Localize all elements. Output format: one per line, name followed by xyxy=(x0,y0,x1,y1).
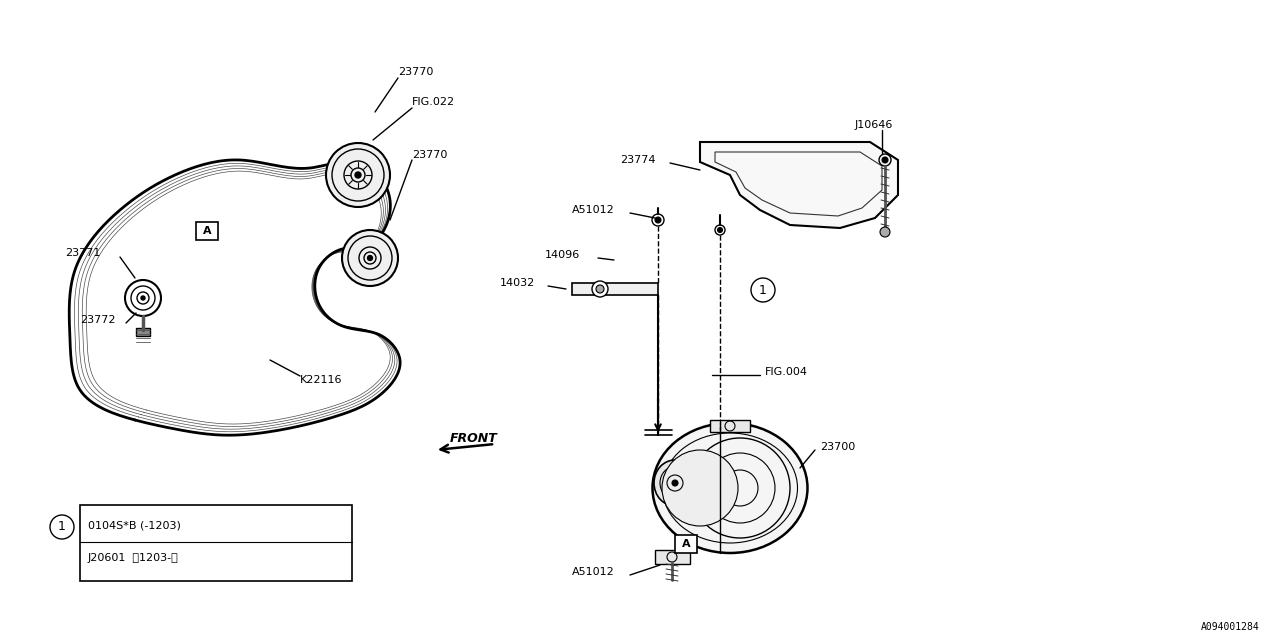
Text: FIG.022: FIG.022 xyxy=(412,97,456,107)
Bar xyxy=(81,505,352,581)
Text: 23774: 23774 xyxy=(620,155,655,165)
Text: A094001284: A094001284 xyxy=(1201,622,1260,632)
Circle shape xyxy=(718,227,722,232)
Text: 14096: 14096 xyxy=(545,250,580,260)
Circle shape xyxy=(881,227,890,237)
Text: 23700: 23700 xyxy=(820,442,855,452)
Text: J10646: J10646 xyxy=(855,120,893,130)
Text: A51012: A51012 xyxy=(572,205,614,215)
Text: 23770: 23770 xyxy=(398,67,434,77)
Polygon shape xyxy=(700,142,899,228)
Circle shape xyxy=(342,230,398,286)
Circle shape xyxy=(672,480,678,486)
Text: 1: 1 xyxy=(759,284,767,296)
Text: FIG.004: FIG.004 xyxy=(765,367,808,377)
Text: 1: 1 xyxy=(58,520,67,534)
Text: A51012: A51012 xyxy=(572,567,614,577)
Text: 23772: 23772 xyxy=(81,315,115,325)
Text: 23771: 23771 xyxy=(65,248,100,258)
Bar xyxy=(675,535,698,553)
Polygon shape xyxy=(572,283,658,295)
Circle shape xyxy=(596,285,604,293)
Bar xyxy=(196,222,218,240)
Bar xyxy=(710,420,750,432)
Circle shape xyxy=(326,143,390,207)
Bar xyxy=(136,328,150,336)
Circle shape xyxy=(882,157,888,163)
Text: 0104S*B (-1203): 0104S*B (-1203) xyxy=(88,520,180,530)
Ellipse shape xyxy=(654,460,696,506)
Circle shape xyxy=(355,172,361,178)
Circle shape xyxy=(662,450,739,526)
Text: A: A xyxy=(682,539,690,549)
Circle shape xyxy=(367,255,372,260)
Circle shape xyxy=(125,280,161,316)
Text: J20601  〨1203-〩: J20601 〨1203-〩 xyxy=(88,553,179,563)
Circle shape xyxy=(655,217,660,223)
Circle shape xyxy=(593,281,608,297)
Circle shape xyxy=(141,296,145,300)
Bar xyxy=(655,550,690,564)
Text: K22116: K22116 xyxy=(300,375,343,385)
Ellipse shape xyxy=(653,423,808,553)
Text: 23770: 23770 xyxy=(412,150,448,160)
Text: 14032: 14032 xyxy=(500,278,535,288)
Text: FRONT: FRONT xyxy=(451,431,498,445)
Text: A: A xyxy=(202,226,211,236)
